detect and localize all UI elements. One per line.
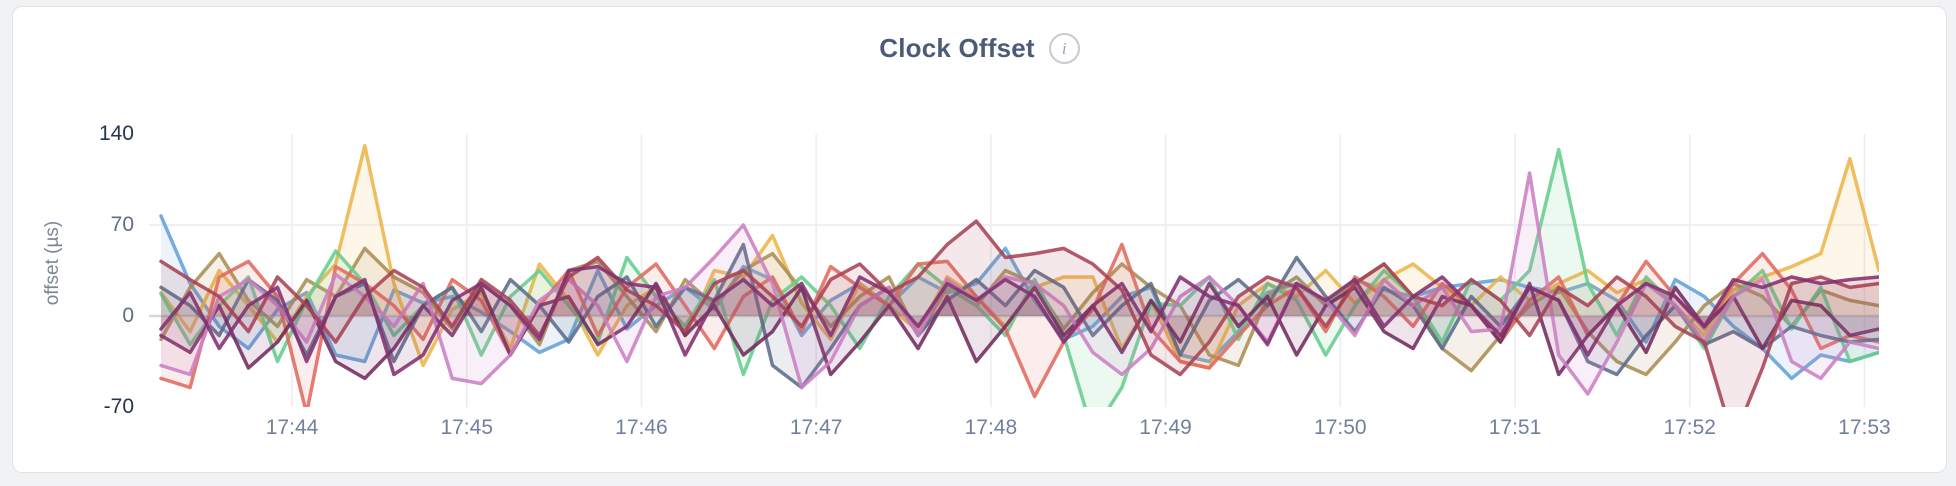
series-3-line <box>159 246 1879 377</box>
y-tick-label: 140 <box>98 122 134 145</box>
x-tick-label: 17:46 <box>615 416 668 439</box>
x-tick-label: 17:48 <box>964 416 1018 439</box>
clock-offset-card: Clock Offset i offset (µs) 140 70 0 -70 17:… <box>12 6 1947 473</box>
series-4-area <box>161 149 1879 407</box>
y-tick-label: -70 <box>103 395 134 418</box>
info-icon[interactable]: i <box>1048 33 1080 64</box>
series-1-area <box>161 215 1879 379</box>
y-tick-label: 70 <box>110 213 134 236</box>
chart-header: Clock Offset i <box>13 33 1946 64</box>
series-3-area <box>161 248 1879 375</box>
series-8-line <box>159 171 1879 396</box>
series-2-area <box>161 145 1879 368</box>
series-9-line <box>159 219 1879 407</box>
series-5-area <box>161 244 1879 407</box>
x-tick-label: 17:47 <box>789 416 843 439</box>
chart-canvas <box>149 134 1879 407</box>
x-tick-label: 17:53 <box>1838 416 1891 439</box>
x-tick-label: 17:52 <box>1663 416 1716 439</box>
series-1-line <box>159 214 1879 381</box>
x-tick-label: 17:44 <box>265 416 319 439</box>
chart-title: Clock Offset <box>879 33 1035 63</box>
series-8-area <box>161 173 1879 394</box>
x-tick-label: 17:49 <box>1139 416 1192 439</box>
clock-offset-chart[interactable] <box>149 134 1879 407</box>
y-tick-label: 0 <box>122 304 134 327</box>
series-10-line <box>159 264 1879 377</box>
series-7-line <box>159 281 1879 381</box>
series-7-area <box>161 283 1879 379</box>
series-6-area <box>161 244 1879 388</box>
x-tick-label: 17:50 <box>1314 416 1367 439</box>
series-10-area <box>161 266 1879 375</box>
x-tick-label: 17:45 <box>440 416 494 439</box>
x-tick-label: 17:51 <box>1488 416 1542 439</box>
